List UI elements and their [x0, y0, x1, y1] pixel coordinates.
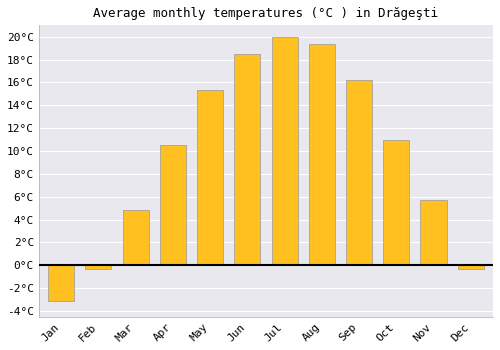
Title: Average monthly temperatures (°C ) in Drăgeşti: Average monthly temperatures (°C ) in Dr… — [94, 7, 438, 20]
Bar — [308, 43, 335, 265]
Bar — [48, 265, 74, 301]
Bar — [122, 210, 148, 265]
Bar — [420, 200, 446, 265]
Bar — [197, 90, 223, 265]
Bar — [346, 80, 372, 265]
Bar — [160, 145, 186, 265]
Bar — [234, 54, 260, 265]
Bar — [458, 265, 483, 269]
Bar — [272, 37, 297, 265]
Bar — [383, 140, 409, 265]
Bar — [86, 265, 112, 269]
